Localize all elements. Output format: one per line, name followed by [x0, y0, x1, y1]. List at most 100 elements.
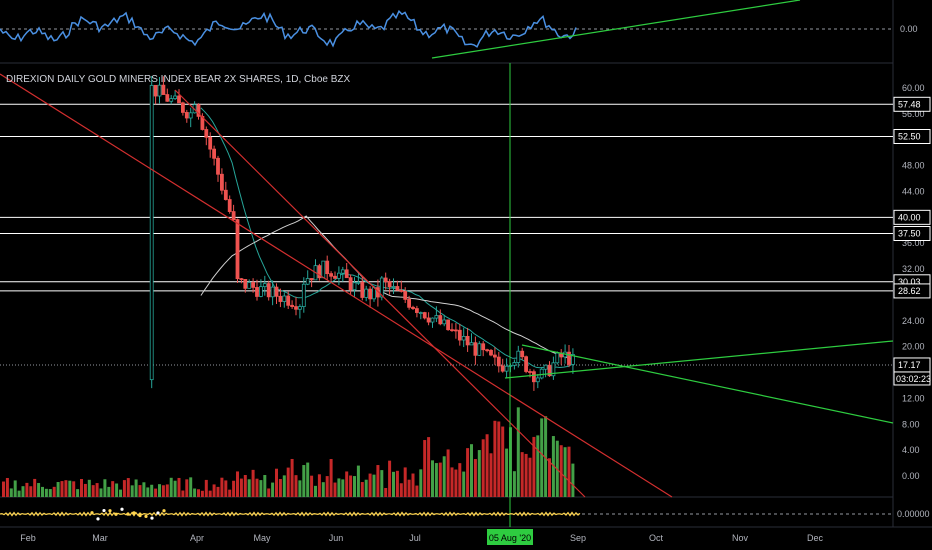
volume-bar: [411, 473, 415, 497]
bottom-oscillator-pane[interactable]: [0, 507, 893, 521]
volume-bar: [220, 477, 224, 497]
volume-bar: [298, 480, 302, 497]
y-tick-label: 0.00: [902, 471, 920, 481]
x-tick-label: Apr: [190, 533, 204, 543]
candle-body: [262, 283, 267, 288]
oscillator-dot: [162, 509, 166, 513]
volume-bar: [349, 475, 353, 497]
volume-bar: [388, 460, 392, 497]
red-trendline[interactable]: [174, 89, 586, 498]
volume-bar: [489, 453, 493, 497]
x-tick-label: Nov: [732, 533, 749, 543]
volume-bar: [76, 489, 80, 497]
volume-bar: [239, 478, 243, 497]
candle-body: [407, 298, 412, 308]
candle-body: [368, 288, 373, 300]
volume-bar: [33, 478, 37, 497]
x-tick-label: Feb: [20, 533, 36, 543]
green-trendline[interactable]: [504, 340, 894, 379]
oscillator-dot: [102, 508, 106, 513]
candle-body: [551, 362, 556, 377]
y-tick-label: 48.00: [902, 161, 925, 171]
x-tick-label: May: [253, 533, 271, 543]
volume-bar: [399, 483, 403, 497]
y-tick-label: 12.00: [902, 393, 925, 403]
candle-body: [336, 272, 341, 279]
volume-bar: [341, 479, 345, 497]
candle-body: [383, 277, 388, 283]
candle-body: [379, 277, 384, 298]
oscillator-dot: [132, 511, 136, 515]
volume-bar: [278, 479, 282, 497]
volume-bar: [392, 471, 395, 497]
volume-bar: [380, 470, 384, 497]
candle-body: [504, 365, 509, 372]
volume-bar: [407, 479, 411, 497]
candle-body: [414, 308, 419, 313]
candle-body: [286, 295, 291, 306]
trendlines[interactable]: [0, 63, 894, 527]
time-axis[interactable]: Feb Mar Apr May Jun Jul 05 Aug '20 Sep Oct Nov Dec: [20, 529, 823, 545]
candle-body: [290, 304, 295, 307]
volume-bar: [185, 479, 189, 497]
candle-body: [282, 295, 287, 302]
volume-bar: [446, 449, 450, 497]
candle-body: [149, 84, 154, 381]
volume-bar: [37, 483, 41, 497]
volume-bar: [236, 471, 239, 497]
volume-bar: [134, 479, 138, 497]
volume-bar: [255, 478, 259, 497]
candle-body: [196, 104, 201, 117]
candle-body: [516, 350, 521, 363]
volume-bar: [286, 467, 290, 497]
volume-bar: [56, 482, 60, 497]
candle-body: [356, 281, 361, 284]
candle-body: [512, 362, 517, 366]
volume-bar: [177, 477, 181, 497]
candle-body: [352, 282, 357, 291]
volume-bar: [60, 481, 64, 497]
volume-bar: [91, 485, 95, 497]
candle-body: [274, 286, 279, 297]
candle-body: [340, 269, 345, 274]
volume-bar: [21, 486, 25, 497]
green-trendline[interactable]: [521, 344, 894, 424]
countdown-label: 03:02:23: [896, 374, 931, 384]
x-tick-label: Oct: [649, 533, 664, 543]
volume-bar: [512, 471, 516, 497]
volume-bar: [111, 481, 115, 497]
candle-body: [317, 265, 322, 279]
candle-body: [567, 351, 571, 365]
candle-body: [325, 260, 330, 275]
volume-bar: [360, 482, 364, 497]
top-oscillator-pane[interactable]: [0, 0, 893, 59]
candle-body: [535, 377, 540, 383]
red-trendline[interactable]: [0, 73, 673, 498]
volume-bar: [107, 486, 111, 497]
volume-bar: [532, 436, 536, 497]
horizontal-levels[interactable]: [0, 103, 893, 366]
volume-bar: [290, 458, 294, 497]
volume-bar: [64, 480, 68, 497]
oscillator-dot: [138, 513, 142, 518]
candle-body: [157, 84, 162, 97]
x-tick-label: Dec: [807, 533, 824, 543]
candle-body: [547, 364, 552, 377]
candle-body: [173, 95, 178, 100]
volume-bar: [122, 480, 126, 497]
osc-trendline[interactable]: [431, 0, 801, 59]
price-axis[interactable]: 60.0056.0052.0048.0044.0040.0036.0032.00…: [893, 24, 931, 519]
candlesticks[interactable]: [149, 76, 575, 391]
oscillator-dot: [90, 511, 94, 515]
candle-body: [161, 84, 166, 95]
candle-body: [231, 211, 236, 220]
candle-body: [247, 282, 252, 289]
volume-bar: [212, 484, 216, 497]
volume-bar: [87, 479, 91, 497]
candle-body: [184, 112, 189, 119]
candle-body: [539, 368, 544, 379]
candle-body: [422, 312, 427, 319]
volume-bar: [158, 484, 161, 497]
